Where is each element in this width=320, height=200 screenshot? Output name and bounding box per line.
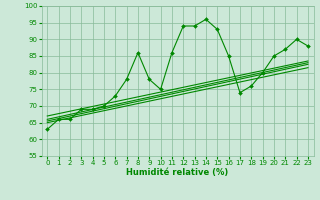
- X-axis label: Humidité relative (%): Humidité relative (%): [126, 168, 229, 177]
